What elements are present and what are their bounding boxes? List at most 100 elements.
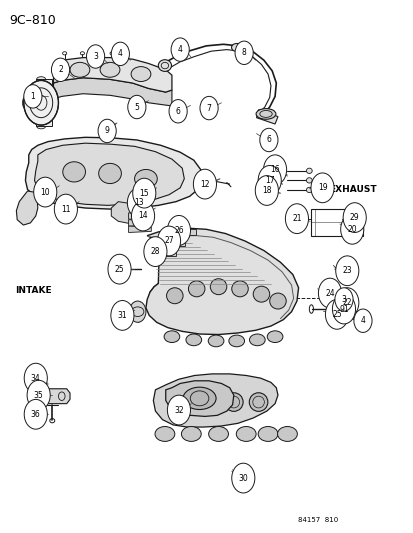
Ellipse shape bbox=[181, 426, 201, 441]
Text: 26: 26 bbox=[174, 226, 183, 235]
Circle shape bbox=[127, 188, 150, 217]
Ellipse shape bbox=[356, 217, 361, 228]
Circle shape bbox=[169, 100, 187, 123]
Polygon shape bbox=[111, 201, 152, 224]
Circle shape bbox=[335, 256, 358, 286]
Circle shape bbox=[258, 165, 280, 195]
Circle shape bbox=[144, 237, 166, 266]
Text: 4: 4 bbox=[118, 50, 123, 58]
Ellipse shape bbox=[210, 279, 226, 295]
Ellipse shape bbox=[134, 169, 157, 188]
Text: 9: 9 bbox=[104, 126, 109, 135]
Ellipse shape bbox=[36, 124, 45, 129]
Polygon shape bbox=[34, 143, 184, 205]
Text: 84157  810: 84157 810 bbox=[297, 516, 337, 523]
Ellipse shape bbox=[36, 77, 45, 82]
Polygon shape bbox=[147, 278, 291, 330]
Circle shape bbox=[318, 278, 341, 308]
Ellipse shape bbox=[231, 44, 241, 52]
Text: 19: 19 bbox=[317, 183, 327, 192]
Text: 5: 5 bbox=[134, 102, 139, 111]
Circle shape bbox=[98, 119, 116, 143]
Text: 2: 2 bbox=[58, 66, 63, 74]
Text: 10: 10 bbox=[40, 188, 50, 197]
Circle shape bbox=[353, 309, 371, 333]
Ellipse shape bbox=[269, 293, 285, 309]
Polygon shape bbox=[174, 239, 185, 246]
Circle shape bbox=[24, 364, 47, 393]
Polygon shape bbox=[145, 228, 298, 335]
Text: 24: 24 bbox=[324, 288, 334, 297]
Text: 3: 3 bbox=[93, 52, 98, 61]
Circle shape bbox=[332, 294, 355, 324]
Polygon shape bbox=[128, 213, 151, 219]
Circle shape bbox=[255, 175, 278, 205]
Circle shape bbox=[24, 85, 42, 108]
Circle shape bbox=[199, 96, 218, 120]
Circle shape bbox=[259, 128, 277, 152]
Ellipse shape bbox=[197, 393, 215, 411]
Text: 1: 1 bbox=[31, 92, 35, 101]
Text: 35: 35 bbox=[34, 391, 43, 400]
Polygon shape bbox=[36, 79, 52, 126]
Ellipse shape bbox=[231, 281, 248, 297]
Ellipse shape bbox=[188, 281, 204, 297]
Text: 9C–810: 9C–810 bbox=[9, 14, 56, 27]
Circle shape bbox=[157, 226, 180, 256]
Polygon shape bbox=[153, 374, 277, 427]
Text: 20: 20 bbox=[347, 225, 356, 234]
Circle shape bbox=[235, 41, 253, 64]
Ellipse shape bbox=[258, 426, 277, 441]
Polygon shape bbox=[53, 58, 171, 92]
Text: 22: 22 bbox=[342, 298, 351, 307]
Ellipse shape bbox=[306, 177, 311, 183]
Ellipse shape bbox=[185, 334, 201, 346]
Polygon shape bbox=[128, 226, 151, 232]
Ellipse shape bbox=[277, 426, 297, 441]
Circle shape bbox=[131, 201, 154, 231]
Text: 30: 30 bbox=[238, 474, 247, 482]
Ellipse shape bbox=[70, 62, 90, 77]
Ellipse shape bbox=[100, 62, 120, 77]
Ellipse shape bbox=[98, 164, 121, 183]
Polygon shape bbox=[165, 381, 233, 416]
Text: 23: 23 bbox=[342, 266, 351, 275]
Text: 34: 34 bbox=[31, 374, 40, 383]
Polygon shape bbox=[256, 110, 277, 124]
Ellipse shape bbox=[208, 335, 223, 347]
Circle shape bbox=[108, 254, 131, 284]
Text: 6: 6 bbox=[266, 135, 271, 144]
Text: 21: 21 bbox=[292, 214, 301, 223]
Text: 36: 36 bbox=[31, 410, 40, 419]
Circle shape bbox=[193, 169, 216, 199]
Circle shape bbox=[111, 301, 134, 330]
Text: 4: 4 bbox=[360, 316, 365, 325]
Ellipse shape bbox=[306, 187, 311, 192]
Circle shape bbox=[33, 177, 57, 207]
Text: 14: 14 bbox=[138, 212, 147, 221]
Text: 32: 32 bbox=[174, 406, 183, 415]
Text: 31: 31 bbox=[117, 311, 127, 320]
Ellipse shape bbox=[236, 426, 256, 441]
Circle shape bbox=[133, 178, 155, 208]
Ellipse shape bbox=[208, 426, 228, 441]
Text: 13: 13 bbox=[134, 198, 143, 207]
Circle shape bbox=[263, 155, 286, 184]
Circle shape bbox=[285, 204, 308, 233]
Text: EXHAUST: EXHAUST bbox=[328, 185, 375, 194]
Text: INTAKE: INTAKE bbox=[15, 286, 52, 295]
Ellipse shape bbox=[267, 331, 282, 343]
Text: 91: 91 bbox=[338, 304, 348, 313]
Circle shape bbox=[231, 463, 254, 493]
Text: 12: 12 bbox=[200, 180, 209, 189]
Ellipse shape bbox=[224, 393, 242, 411]
Ellipse shape bbox=[63, 162, 85, 182]
Circle shape bbox=[54, 194, 77, 224]
Circle shape bbox=[325, 300, 348, 329]
Circle shape bbox=[167, 395, 190, 425]
Circle shape bbox=[51, 58, 69, 82]
Circle shape bbox=[24, 399, 47, 429]
Text: 11: 11 bbox=[61, 205, 71, 214]
Circle shape bbox=[334, 288, 352, 311]
Text: 3: 3 bbox=[341, 295, 346, 304]
